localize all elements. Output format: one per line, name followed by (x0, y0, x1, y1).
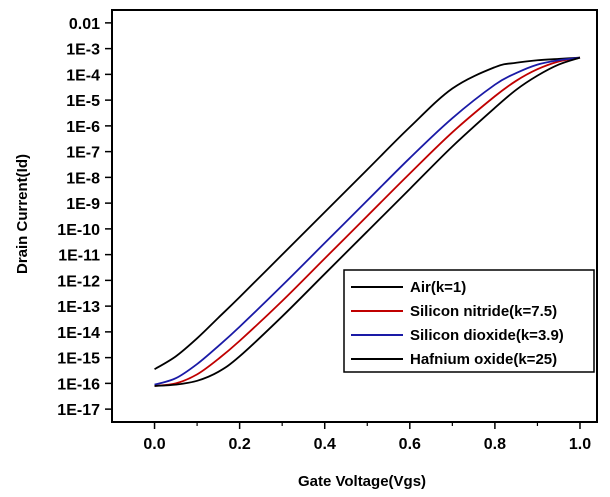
y-tick-label: 1E-17 (57, 402, 100, 419)
y-tick-label: 1E-5 (66, 93, 100, 110)
axis-tick-labels: 0.0 0.2 0.4 0.6 0.8 1.0 0.01 1E-3 1E-4 1E-5 1E-6 1E… (57, 16, 591, 453)
y-tick-label: 1E-11 (58, 248, 100, 265)
y-tick-label: 0.01 (69, 16, 100, 33)
legend-label: Hafnium oxide(k=25) (410, 351, 557, 368)
x-tick-label: 0.6 (399, 436, 421, 453)
y-tick-label: 1E-16 (57, 376, 100, 393)
x-tick-label: 0.2 (229, 436, 251, 453)
y-tick-label: 1E-4 (66, 67, 100, 84)
legend-label: Silicon dioxide(k=3.9) (410, 327, 564, 344)
y-tick-label: 1E-10 (57, 222, 100, 239)
y-tick-label: 1E-8 (66, 170, 100, 187)
legend: Air(k=1) Silicon nitride(k=7.5) Silicon di… (344, 270, 594, 372)
legend-label: Air(k=1) (410, 279, 466, 296)
x-axis-title: Gate Voltage(Vgs) (298, 473, 426, 490)
x-tick-label: 1.0 (569, 436, 591, 453)
y-tick-label: 1E-15 (57, 351, 100, 368)
y-tick-label: 1E-6 (66, 119, 100, 136)
y-tick-label: 1E-7 (66, 145, 100, 162)
y-tick-label: 1E-12 (57, 273, 100, 290)
x-tick-label: 0.0 (143, 436, 165, 453)
legend-label: Silicon nitride(k=7.5) (410, 303, 557, 320)
y-tick-label: 1E-14 (57, 325, 100, 342)
y-axis-title: Drain Current(Id) (14, 154, 31, 274)
x-tick-label: 0.4 (314, 436, 336, 453)
y-tick-label: 1E-9 (66, 196, 100, 213)
y-tick-label: 1E-13 (57, 299, 100, 316)
x-tick-label: 0.8 (484, 436, 506, 453)
y-tick-label: 1E-3 (66, 42, 100, 59)
